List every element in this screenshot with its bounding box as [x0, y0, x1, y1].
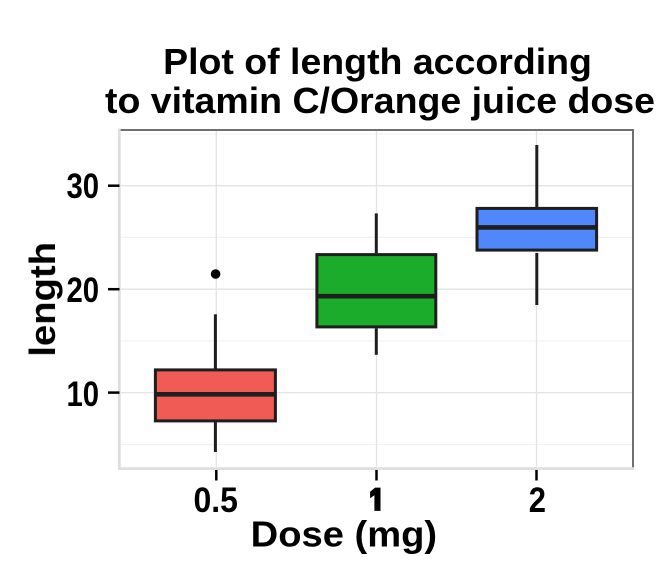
svg-text:length: length [22, 242, 63, 357]
svg-text:2: 2 [529, 481, 546, 520]
svg-text:0.5: 0.5 [193, 481, 237, 520]
svg-text:Dose (mg): Dose (mg) [251, 514, 437, 555]
svg-text:to vitamin C/Orange juice dose: to vitamin C/Orange juice dose [105, 80, 655, 121]
svg-text:10: 10 [67, 375, 100, 414]
svg-text:20: 20 [67, 271, 100, 310]
svg-text:30: 30 [67, 167, 100, 206]
svg-text:Plot of length according: Plot of length according [163, 41, 592, 82]
